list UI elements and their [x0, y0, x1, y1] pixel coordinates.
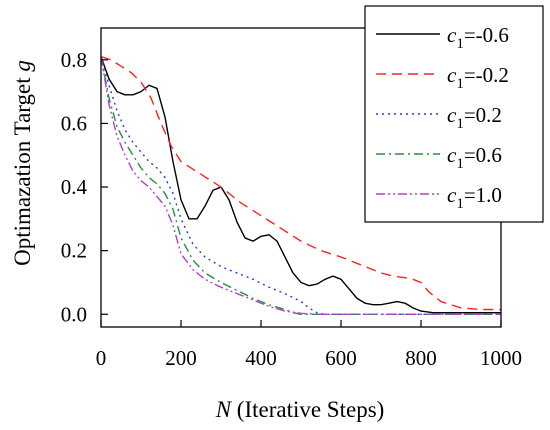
x-axis-variable: N [215, 397, 233, 422]
legend-label-3: c1=0.2 [447, 103, 502, 132]
legend: c1=-0.6 c1=-0.2 c1=0.2 c1=0.6 c1=1.0 [364, 5, 544, 223]
y-tick-label: 0.0 [61, 302, 87, 326]
y-tick-label: 0.8 [61, 48, 87, 72]
axis-ticks [100, 59, 502, 327]
y-axis-variable: g [10, 60, 35, 72]
y-axis-label: Optimazation Target g [10, 60, 35, 266]
x-tick-label: 0 [96, 346, 107, 370]
series-line-1 [100, 56, 501, 314]
x-tick-label: 600 [325, 346, 357, 370]
series-line-3 [100, 56, 501, 315]
legend-label-2: c1=-0.2 [447, 63, 509, 92]
y-tick-label: 0.6 [61, 111, 87, 135]
x-axis-description: (Iterative Steps) [231, 397, 384, 422]
plot-lines [100, 55, 501, 315]
x-tick-label: 1000 [480, 346, 522, 370]
x-axis-label: N (Iterative Steps) [215, 397, 385, 422]
legend-label-1: c1=-0.6 [447, 23, 509, 52]
axis-tick-labels: 0 200 400 600 800 1000 0.0 0.2 0.4 0.6 0.8 [61, 48, 522, 370]
x-tick-label: 400 [245, 346, 277, 370]
y-tick-label: 0.4 [61, 175, 88, 199]
series-line-4 [100, 56, 501, 315]
y-axis-description: Optimazation Target [10, 72, 35, 266]
legend-label-5: c1=1.0 [447, 183, 502, 212]
x-tick-label: 800 [405, 346, 437, 370]
y-tick-label: 0.2 [61, 239, 87, 263]
legend-items: c1=-0.6 c1=-0.2 c1=0.2 c1=0.6 c1=1.0 [376, 23, 509, 212]
legend-label-4: c1=0.6 [447, 143, 502, 172]
x-tick-label: 200 [165, 346, 197, 370]
series-line-2 [100, 55, 501, 311]
